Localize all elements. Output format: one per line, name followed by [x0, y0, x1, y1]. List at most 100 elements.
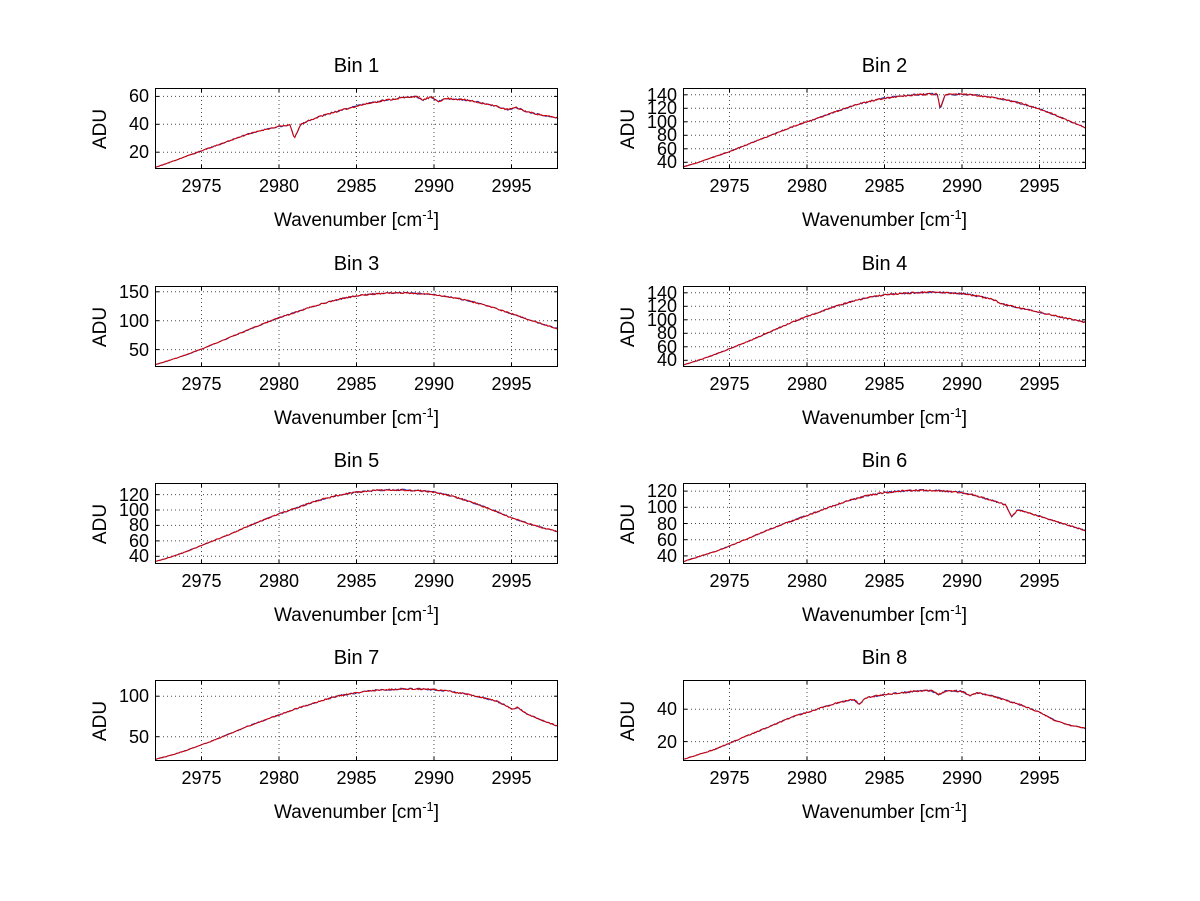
x-axis-label-suffix: ]: [961, 605, 967, 627]
x-tick-label: 2985: [336, 768, 377, 788]
plot-area: [682, 483, 1087, 564]
plot-title: Bin 6: [861, 450, 908, 472]
x-axis-label-suffix: ]: [961, 408, 967, 430]
x-axis-label-superscript: -1: [950, 405, 962, 420]
plot-title: Bin 1: [333, 55, 380, 77]
x-tick-label: 2980: [258, 176, 300, 196]
x-axis-label: Wavenumber [cm-1]: [683, 207, 1086, 232]
x-tick-label: 2995: [491, 176, 532, 196]
x-tick-label: 2985: [864, 374, 905, 394]
grid-lines: [683, 483, 1086, 564]
grid-lines: [155, 88, 558, 169]
x-tick-label: 2980: [786, 768, 828, 788]
x-tick-label: 2995: [1019, 768, 1060, 788]
x-tick-label: 2985: [336, 571, 377, 591]
x-tick-label: 2985: [864, 571, 905, 591]
x-tick-label: 2975: [181, 571, 222, 591]
x-tick-label: 2975: [709, 176, 750, 196]
trace-red: [154, 291, 559, 366]
x-tick-label: 2990: [941, 176, 983, 196]
x-axis-label-text: Wavenumber [cm: [274, 210, 423, 232]
plot-area: [682, 88, 1087, 169]
x-axis-label: Wavenumber [cm-1]: [155, 405, 558, 430]
x-tick-label: 2990: [941, 571, 983, 591]
x-tick-label: 2990: [413, 374, 455, 394]
trace-red: [682, 689, 1087, 760]
x-tick-label: 2995: [1019, 571, 1060, 591]
grid-lines: [683, 88, 1086, 169]
y-tick-label: 80: [656, 513, 677, 534]
y-tick-label: 120: [646, 296, 677, 317]
trace-red: [154, 687, 559, 760]
tick-marks: [155, 483, 558, 564]
x-axis-label-text: Wavenumber [cm: [274, 605, 423, 627]
x-axis-label-text: Wavenumber [cm: [802, 210, 951, 232]
x-tick-label: 2985: [336, 374, 377, 394]
x-axis-label-text: Wavenumber [cm: [802, 408, 951, 430]
x-axis-label-text: Wavenumber [cm: [274, 408, 423, 430]
y-tick-label: 60: [656, 138, 677, 159]
x-tick-label: 2985: [336, 176, 377, 196]
subplot-bin-4: Bin 4 ADU Wavenumber [cm-1] 2975 2980 2985…: [618, 253, 1087, 429]
y-tick-label: 100: [118, 310, 149, 331]
trace-blue: [154, 291, 559, 366]
x-tick-label: 2990: [413, 176, 455, 196]
x-axis-label: Wavenumber [cm-1]: [683, 602, 1086, 627]
x-tick-label: 2975: [709, 571, 750, 591]
plot-area: [154, 88, 559, 169]
y-tick-label: 40: [656, 545, 677, 566]
plot-area: [154, 286, 559, 367]
tick-marks: [683, 483, 1086, 564]
subplot-bin-5: Bin 5 ADU Wavenumber [cm-1] 2975 2980 2985…: [90, 450, 559, 626]
plot-area: [154, 680, 559, 761]
y-tick-label: 100: [118, 500, 149, 520]
y-tick-label: 80: [656, 125, 677, 146]
subplot-bin-6: Bin 6 ADU Wavenumber [cm-1] 2975 2980 2985…: [618, 450, 1087, 626]
subplot-bin-2: Bin 2 ADU Wavenumber [cm-1] 2975 2980 2985…: [618, 55, 1087, 231]
x-axis-label-suffix: ]: [961, 802, 967, 824]
y-tick-label: 40: [656, 152, 677, 173]
y-tick-label: 100: [646, 497, 677, 518]
y-tick-label: 80: [128, 515, 149, 536]
y-tick-label: 100: [118, 686, 149, 707]
x-axis-label-superscript: -1: [422, 602, 434, 617]
x-axis-label-superscript: -1: [950, 602, 962, 617]
x-tick-label: 2990: [941, 768, 983, 788]
x-tick-label: 2975: [181, 768, 222, 788]
y-tick-label: 40: [656, 350, 677, 371]
y-tick-label: 100: [646, 309, 677, 330]
plot-title: Bin 7: [333, 647, 380, 669]
x-axis-label-suffix: ]: [433, 210, 439, 232]
trace-red: [683, 290, 1087, 366]
y-tick-label: 120: [646, 98, 677, 119]
y-tick-label: 50: [128, 726, 149, 747]
x-tick-label: 2990: [941, 374, 983, 394]
y-tick-label: 40: [128, 114, 149, 135]
tick-marks: [683, 286, 1086, 367]
tick-marks: [155, 680, 558, 761]
grid-lines: [155, 286, 558, 367]
x-tick-label: 2985: [864, 176, 905, 196]
grid-lines: [683, 680, 1086, 761]
plot-title: Bin 3: [333, 253, 380, 275]
grid-lines: [155, 483, 558, 564]
x-axis-label-text: Wavenumber [cm: [274, 802, 423, 824]
x-tick-label: 2975: [709, 374, 750, 394]
plot-area: [682, 680, 1087, 761]
y-tick-label: 40: [656, 699, 677, 720]
x-axis-label: Wavenumber [cm-1]: [683, 799, 1086, 824]
y-tick-label: 60: [128, 530, 149, 551]
x-axis-label: Wavenumber [cm-1]: [155, 207, 558, 232]
x-tick-label: 2980: [786, 176, 828, 196]
plot-title: Bin 8: [861, 647, 908, 669]
x-tick-label: 2985: [864, 768, 905, 788]
y-tick-label: 120: [646, 481, 677, 502]
tick-marks: [155, 88, 558, 169]
x-axis-label-suffix: ]: [961, 210, 967, 232]
x-axis-label-suffix: ]: [433, 408, 439, 430]
tick-marks: [155, 286, 558, 367]
y-tick-label: 60: [128, 86, 149, 107]
subplot-bin-8: Bin 8 ADU Wavenumber [cm-1] 2975 2980 2985…: [618, 647, 1087, 823]
trace-red: [682, 92, 1087, 168]
